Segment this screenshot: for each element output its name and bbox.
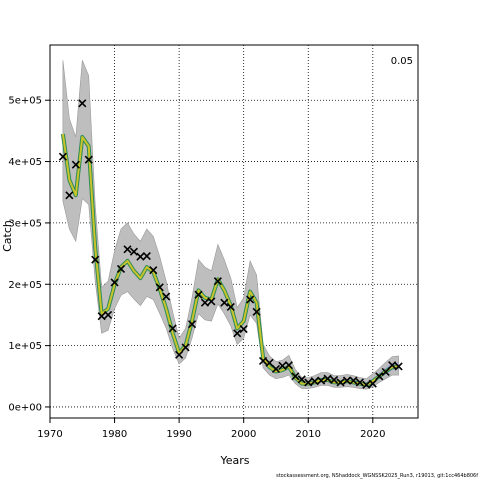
observed-point [355, 378, 364, 387]
estimate-line-inner [61, 133, 399, 386]
x-tick-label: 1980 [102, 429, 127, 440]
observed-point [129, 247, 138, 256]
observed-point [116, 264, 126, 273]
observed-point [258, 356, 268, 366]
observed-point [155, 283, 164, 292]
observed-point [162, 292, 171, 301]
observed-point [207, 297, 216, 306]
observed-point [278, 361, 287, 370]
observed-point [91, 255, 100, 264]
observed-point [136, 252, 145, 261]
observed-point [246, 295, 255, 304]
observed-points [58, 99, 403, 389]
observed-point [381, 367, 390, 377]
observed-point [317, 376, 326, 385]
observed-point [394, 362, 403, 371]
observed-point [84, 155, 93, 164]
observed-point [233, 329, 242, 338]
observed-point [110, 278, 119, 287]
observed-point [239, 324, 248, 334]
y-axis: 0e+00 1e+05 2e+05 3e+05 4e+05 5e+05 [8, 96, 50, 413]
x-tick-label: 2020 [360, 429, 385, 440]
observed-point [330, 375, 339, 385]
x-axis: 1970 1980 1990 2000 2010 2020 [37, 418, 386, 440]
observed-point [297, 375, 306, 384]
y-axis-title: Catch [1, 220, 14, 252]
observed-point [104, 310, 113, 319]
footer-note: stockassessment.org, NShaddock_WGNSSK202… [276, 473, 478, 479]
observed-point [342, 376, 352, 385]
observed-point [142, 251, 151, 261]
observed-point [362, 380, 371, 389]
x-tick-label: 2010 [296, 429, 321, 440]
observed-point [175, 350, 184, 359]
observed-point [368, 379, 377, 388]
y-tick-label: 3e+05 [8, 218, 42, 229]
observed-point [149, 266, 158, 275]
grid [49, 45, 418, 418]
observed-point [271, 364, 281, 373]
observed-point [220, 298, 229, 307]
observed-point [58, 152, 67, 161]
x-tick-label: 2000 [231, 429, 256, 440]
x-axis-title: Years [219, 454, 249, 467]
observed-point [310, 377, 319, 386]
x-tick-label: 1990 [166, 429, 191, 440]
y-tick-label: 2e+05 [8, 280, 42, 291]
observed-point [194, 290, 203, 299]
observed-point [78, 99, 87, 108]
observed-point [304, 378, 313, 387]
observed-point [252, 307, 261, 316]
x-tick-label: 1970 [37, 429, 62, 440]
observed-point [213, 277, 222, 286]
observed-point [123, 245, 132, 254]
observed-point [168, 324, 177, 333]
observed-point [200, 298, 210, 307]
observed-point [265, 358, 274, 367]
corner-label: 0.05 [391, 56, 413, 67]
observed-point [291, 372, 300, 381]
observed-point [97, 312, 106, 321]
observed-point [323, 374, 332, 383]
observed-point [71, 160, 80, 169]
observed-point [181, 343, 190, 352]
y-tick-label: 1e+05 [8, 341, 42, 352]
y-tick-label: 0e+00 [8, 402, 42, 413]
observed-point [284, 361, 293, 370]
y-tick-label: 5e+05 [8, 96, 42, 107]
observed-point [226, 302, 235, 312]
observed-point [65, 191, 74, 200]
observed-point [187, 320, 197, 329]
y-tick-label: 4e+05 [8, 157, 42, 168]
observed-point [349, 376, 358, 385]
observed-point [336, 378, 345, 387]
confidence-band [62, 60, 399, 390]
observed-point [375, 372, 384, 381]
observed-point [388, 361, 397, 370]
plot-frame [49, 44, 419, 419]
